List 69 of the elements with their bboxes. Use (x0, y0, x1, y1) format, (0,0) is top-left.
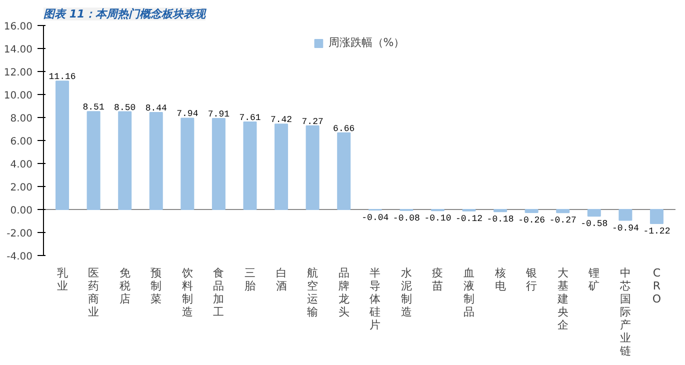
bar (306, 125, 320, 210)
text: 8.50 (114, 102, 136, 113)
bar (118, 111, 132, 210)
text: 7.94 (176, 109, 198, 120)
text: -0.08 (392, 213, 420, 224)
bar (212, 118, 226, 210)
bar (494, 209, 508, 212)
x-tick-label: 医药商业 (88, 266, 100, 318)
bar (650, 209, 664, 224)
bar (618, 209, 632, 221)
x-tick-label: 大基建央企 (556, 266, 568, 332)
bar (86, 111, 100, 210)
y-tick-label: 6.00 (10, 136, 32, 148)
text: 7.91 (208, 110, 230, 120)
text: -0.27 (549, 216, 576, 226)
text: 11.16 (48, 72, 76, 82)
x-tick-label: 食品加工 (213, 266, 224, 318)
y-tick-label: 2.00 (10, 182, 32, 194)
x-tick-label: 航空运输 (307, 266, 318, 318)
bar (274, 124, 288, 210)
x-tick-label: 中芯国际产业链 (618, 266, 631, 358)
x-tick-label: 银行 (525, 266, 538, 292)
y-tick-label: 10.00 (4, 90, 33, 102)
y-tick-label: 8.00 (10, 114, 32, 124)
bar (180, 118, 194, 210)
bar (524, 209, 538, 213)
text: 7.27 (302, 116, 324, 127)
bar (556, 209, 570, 214)
y-tick-label: 12.00 (4, 68, 33, 78)
y-tick-label: 4.00 (10, 160, 32, 170)
x-tick-label: 品牌龙头 (338, 266, 350, 318)
x-tick-label: 半导体硅片 (368, 266, 381, 332)
bar (149, 112, 163, 210)
text: 8.51 (82, 102, 104, 113)
text: -0.18 (486, 214, 514, 225)
bar (337, 132, 351, 210)
x-tick-label: 免税店 (119, 266, 130, 306)
x-tick-label: 疫苗 (432, 266, 444, 292)
legend-label: 周涨跌幅（%） (328, 35, 405, 50)
x-tick-label: 三胎 (244, 266, 256, 292)
bar (587, 209, 601, 217)
x-tick-label: 预制菜 (150, 266, 162, 306)
bar (243, 121, 257, 210)
bar (56, 80, 70, 210)
text: 7.61 (239, 112, 261, 123)
text: 6.66 (333, 124, 355, 134)
y-tick-label: 16.00 (4, 22, 33, 32)
chart-title: 图表 11：本周热门概念板块表现 (44, 8, 208, 20)
y-tick-label: -4.00 (6, 252, 32, 262)
text: -0.26 (518, 215, 546, 226)
x-tick-label: 血液制品 (464, 266, 475, 318)
text: -0.10 (424, 214, 452, 224)
y-tick-label: 14.00 (4, 44, 33, 56)
x-tick-label: 白酒 (276, 266, 287, 292)
text: 8.44 (145, 103, 167, 114)
text: -0.94 (612, 223, 639, 234)
x-tick-label: 锂矿 (588, 266, 600, 292)
y-tick-label: 0.00 (10, 206, 32, 216)
y-tick-label: -2.00 (6, 228, 32, 240)
x-tick-label: 核电 (494, 266, 506, 292)
x-tick-label: 饮料制造 (180, 266, 193, 318)
x-tick-label: CRO (652, 266, 662, 306)
text: 7.42 (270, 115, 292, 126)
text: -0.12 (456, 214, 483, 224)
text: -0.58 (580, 219, 608, 230)
x-tick-label: 乳业 (56, 266, 68, 292)
text: -1.22 (643, 226, 670, 237)
x-tick-label: 水泥制造 (400, 266, 412, 318)
text: -0.04 (362, 212, 389, 223)
